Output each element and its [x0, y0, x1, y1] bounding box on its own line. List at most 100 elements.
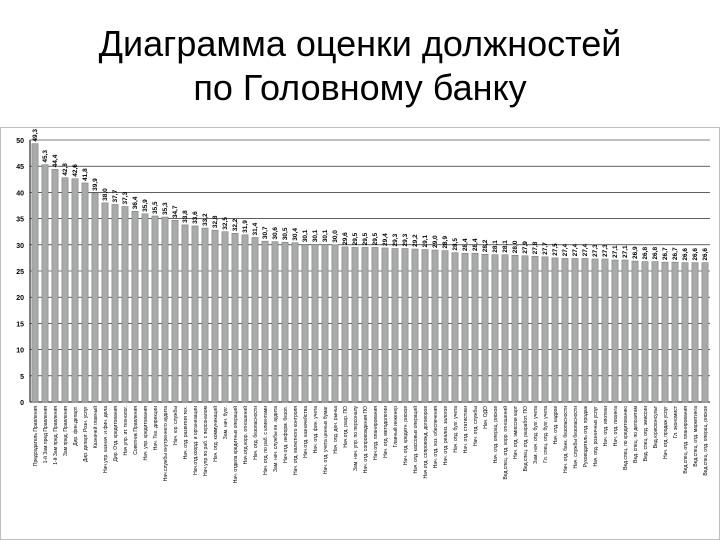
bar	[571, 258, 579, 403]
bar-group	[551, 257, 559, 403]
bar	[391, 248, 399, 403]
bar	[31, 143, 39, 403]
data-label: 27,3	[602, 244, 609, 257]
data-label: 27,9	[522, 241, 529, 254]
data-label: 37,3	[122, 192, 129, 205]
x-tick-label: Нач.отд.коорд. и организации	[193, 406, 199, 475]
x-tick-label: Гл. спец. отд. бухг. учета	[543, 406, 549, 463]
bar	[511, 255, 519, 403]
bar	[341, 246, 349, 403]
data-label: 26,6	[702, 248, 709, 261]
data-label: 28,0	[512, 240, 519, 253]
x-tick-label: Дир. Отд. кредитования	[113, 406, 119, 462]
bar-group	[461, 252, 469, 403]
x-tick-label: Дир. департ. Розн. услуг	[83, 406, 89, 462]
x-tick-label: Вед. спец. по депозитам	[633, 405, 639, 462]
data-label: 35,9	[142, 199, 149, 212]
x-tick-label: Зам пред. Правления	[63, 406, 69, 456]
bar	[651, 261, 659, 403]
data-label: 30,4	[292, 228, 299, 241]
bar	[201, 227, 209, 403]
x-tick-label: Нач.упр. ит. технолог.	[123, 406, 129, 456]
data-label: 26,7	[672, 247, 679, 260]
bar	[211, 229, 219, 403]
bar-group	[171, 219, 179, 403]
x-tick-label: Нач.отд.корр. отношений	[242, 406, 249, 465]
bar-group	[641, 261, 649, 403]
bar	[271, 241, 279, 403]
data-label: 29,5	[372, 232, 379, 245]
bar-group	[61, 177, 69, 403]
data-label: 26,8	[642, 247, 649, 260]
data-label: 31,9	[242, 220, 249, 233]
x-tick-label: Нач. отд. хоз. обеспечения	[433, 406, 439, 469]
bar-group	[131, 211, 139, 403]
data-label: 27,4	[562, 243, 569, 256]
y-tick-label: 10	[16, 348, 24, 355]
x-tick-label: Вед.спец. отд. маркетинга	[693, 406, 699, 467]
bar	[51, 169, 59, 403]
x-tick-label: Нач. службы безопасности	[573, 406, 579, 469]
x-tick-label: Нач. отд. безопасности	[253, 406, 259, 460]
x-tick-label: Нач. отд. кассовых операций	[412, 406, 419, 474]
data-label: 28,4	[462, 238, 469, 251]
bar-group	[471, 252, 479, 403]
bar	[441, 250, 449, 403]
bar-group	[441, 250, 449, 403]
bar-group	[591, 258, 599, 403]
bar-group	[431, 249, 439, 403]
x-tick-label: Нач.упр.по раб. с персоналом	[203, 405, 209, 476]
bar	[581, 258, 589, 403]
data-label: 27,1	[622, 245, 629, 258]
x-tick-label: Зам. нач. отд. бухг. учета	[533, 406, 539, 464]
x-tick-label: Нач. отд. статистики	[463, 406, 469, 453]
y-tick-label: 30	[16, 243, 24, 250]
data-label: 32,8	[212, 215, 219, 228]
data-label: 44,4	[52, 154, 59, 167]
data-label: 31,4	[252, 222, 259, 235]
x-tick-label: Руководитель отд. продаж	[583, 405, 589, 467]
x-tick-label: Советник Правления	[133, 406, 139, 455]
bar	[521, 255, 529, 403]
data-label: 28,2	[482, 239, 489, 252]
x-tick-label: Нач. отд. учета ценных бумаг	[323, 406, 329, 474]
x-tick-label: Зам. нач. службы вн. аудита	[273, 406, 279, 472]
bar	[71, 178, 79, 403]
bar	[321, 244, 329, 403]
bar	[161, 216, 169, 403]
bar-group	[301, 244, 309, 403]
data-label: 26,6	[692, 248, 699, 261]
bar	[401, 248, 409, 403]
x-tick-label: Нач. отд. банк. безопасности	[563, 406, 569, 473]
data-label: 29,1	[422, 234, 429, 247]
data-label: 29,3	[392, 233, 399, 246]
x-tick-label: Нач. Тех. дирекции	[153, 406, 159, 451]
data-label: 28,9	[442, 236, 449, 249]
x-tick-label: Главный инженер	[392, 406, 399, 448]
bar	[541, 256, 549, 403]
bar	[601, 258, 609, 403]
bar	[661, 261, 669, 403]
bar-group	[621, 259, 629, 403]
bar	[481, 253, 489, 403]
data-label: 33,2	[202, 213, 209, 226]
data-label: 27,4	[582, 243, 589, 256]
bar	[91, 192, 99, 403]
x-tick-label: Нач.отд. сопровожд. договоров	[423, 406, 429, 479]
bar	[531, 256, 539, 403]
x-tick-label: Гл. экономист	[673, 405, 679, 438]
data-label: 35,5	[152, 201, 159, 214]
y-tick-label: 50	[16, 138, 24, 145]
bar	[241, 234, 249, 403]
x-tick-label: Нач. отд. бухг. учета	[453, 406, 459, 453]
bar	[171, 219, 179, 403]
bar	[451, 252, 459, 403]
bar	[631, 260, 639, 403]
x-tick-label: Вед.спец. отд. корр. отношений	[502, 406, 509, 480]
data-label: 27,5	[552, 243, 559, 256]
x-tick-label: Нач. отдела кредитных операций	[232, 406, 239, 483]
data-label: 26,8	[652, 247, 659, 260]
x-tick-label: Нач.отд. казначейства	[302, 406, 309, 458]
x-tick-label: Нач. отд. службы	[473, 406, 479, 446]
